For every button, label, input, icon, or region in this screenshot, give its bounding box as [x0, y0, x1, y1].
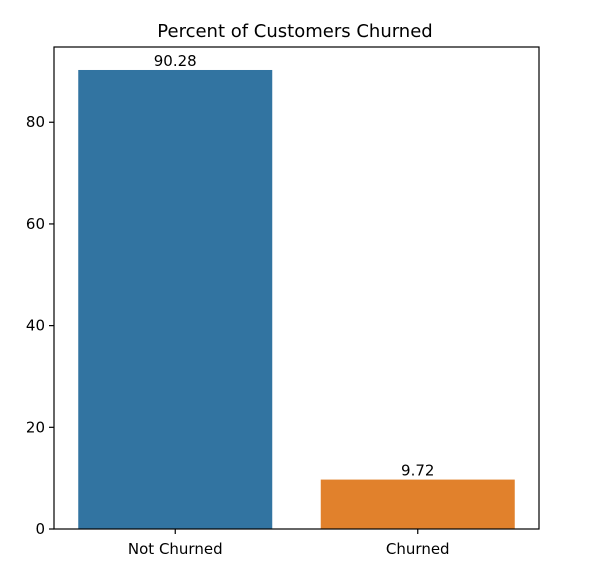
chart-title: Percent of Customers Churned — [157, 21, 432, 42]
y-tick-label-3: 60 — [26, 215, 45, 233]
y-tick-label-4: 80 — [26, 113, 45, 131]
y-axis: 0 20 40 60 80 — [26, 113, 54, 538]
bar-1 — [320, 479, 515, 529]
y-tick-label-2: 40 — [26, 317, 45, 335]
y-tick-label-1: 20 — [26, 418, 45, 436]
data-label-1: 9.72 — [401, 462, 434, 480]
x-tick-label-0: Not Churned — [128, 540, 223, 558]
data-labels-layer: 90.28 9.72 — [154, 52, 435, 480]
x-axis: Not Churned Churned — [128, 529, 450, 558]
data-label-0: 90.28 — [154, 52, 197, 70]
bar-0 — [78, 69, 273, 529]
plot-frame — [53, 46, 540, 530]
y-tick-label-0: 0 — [35, 520, 45, 538]
x-tick-label-1: Churned — [386, 540, 450, 558]
bars-layer — [78, 69, 515, 529]
